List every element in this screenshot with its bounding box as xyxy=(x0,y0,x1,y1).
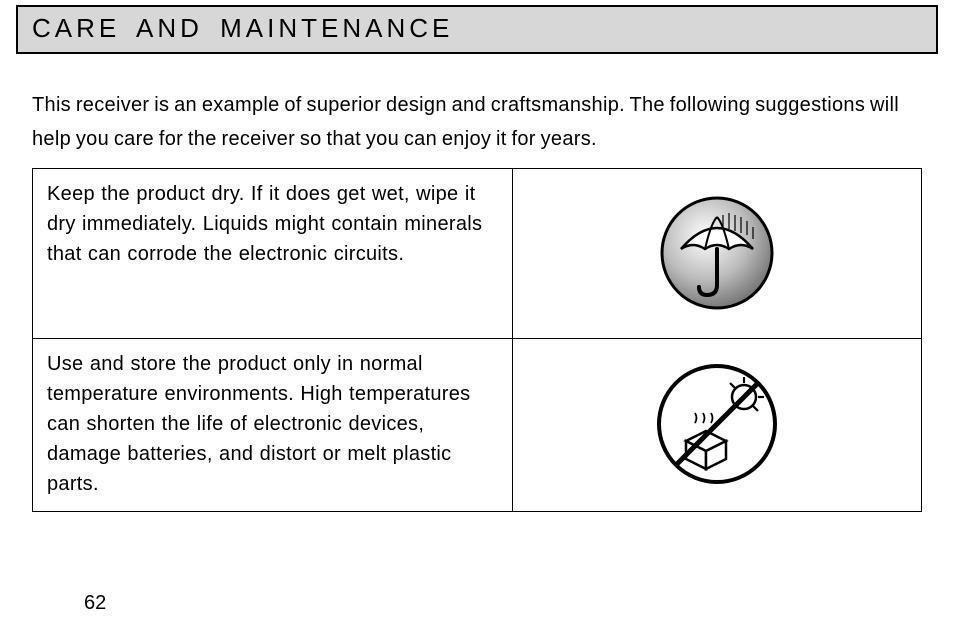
section-header: CARE AND MAINTENANCE xyxy=(16,5,938,54)
table-row: Use and store the product only in normal… xyxy=(33,339,922,512)
intro-paragraph: This receiver is an example of superior … xyxy=(32,88,922,156)
care-icon-cell xyxy=(513,339,922,512)
page-number: 62 xyxy=(84,592,106,615)
table-row: Keep the product dry. If it does get wet… xyxy=(33,169,922,339)
care-text-cell: Use and store the product only in normal… xyxy=(33,339,513,512)
umbrella-icon xyxy=(527,179,907,326)
manual-page: CARE AND MAINTENANCE This receiver is an… xyxy=(0,0,954,637)
care-text-cell: Keep the product dry. If it does get wet… xyxy=(33,169,513,339)
no-heat-icon xyxy=(527,349,907,499)
care-table: Keep the product dry. If it does get wet… xyxy=(32,168,922,512)
care-icon-cell xyxy=(513,169,922,339)
section-title: CARE AND MAINTENANCE xyxy=(32,13,922,44)
